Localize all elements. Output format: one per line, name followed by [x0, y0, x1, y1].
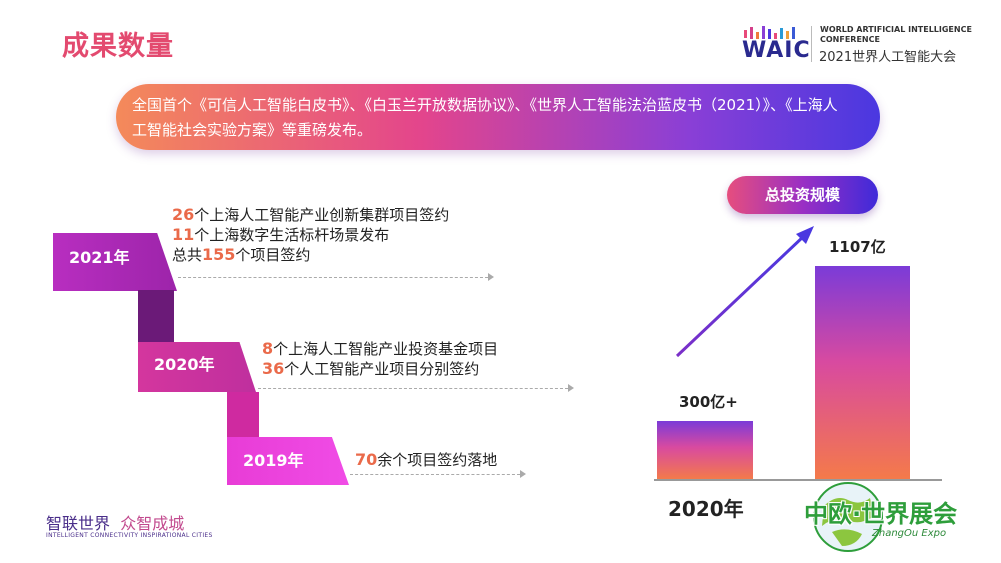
year-block-2021: 2021年 [53, 233, 177, 291]
bar-label-2020: 300亿+ [679, 393, 738, 411]
logo-divider [811, 26, 812, 62]
desc-2020: 8个上海人工智能产业投资基金项目 36个人工智能产业项目分别签约 [262, 339, 498, 379]
desc-2020-line1: 8个上海人工智能产业投资基金项目 [262, 339, 499, 358]
desc-2019: 70余个项目签约落地 [355, 450, 497, 470]
waic-logo-dots-icon [744, 26, 795, 39]
year-label-2019: 2019年 [243, 451, 304, 470]
year-label-2021: 2021年 [69, 248, 130, 267]
desc-2020-line2: 36个人工智能产业项目分别签约 [262, 359, 480, 378]
announcement-text: 全国首个《可信人工智能白皮书》、《白玉兰开放数据协议》、《世界人工智能法治蓝皮书… [132, 96, 838, 139]
bar-label-total: 1107亿 [829, 238, 886, 256]
desc-2021-line1: 26个上海人工智能产业创新集群项目签约 [172, 205, 450, 224]
desc-2021: 26个上海人工智能产业创新集群项目签约 11个上海数字生活标杆场景发布 总共15… [172, 205, 449, 265]
bar-2020 [657, 421, 753, 479]
logo-chinese: 2021世界人工智能大会 [819, 50, 957, 65]
waic-logo-word: WAIC [742, 38, 811, 63]
expo-logo-text: 中欧·世界展会 [804, 500, 958, 528]
arrow-2020-icon [568, 384, 574, 392]
desc-2021-line2: 11个上海数字生活标杆场景发布 [172, 225, 390, 244]
logo-english-line2: CONFERENCE [820, 35, 880, 44]
desc-2021-line3: 总共155个项目签约 [172, 245, 311, 264]
dashed-line-2019 [350, 474, 520, 475]
growth-arrow-icon [675, 226, 814, 358]
slogan: 智联世界 众智成城 [46, 514, 185, 533]
arrow-2021-icon [488, 273, 494, 281]
page-title: 成果数量 [62, 31, 174, 62]
timeline-connector-2 [227, 392, 259, 438]
chart-title-pill: 总投资规模 [727, 176, 878, 214]
x-category-label-2020: 2020年 [668, 497, 744, 521]
dashed-line-2021 [178, 277, 488, 278]
arrow-2019-icon [520, 470, 526, 478]
expo-logo-subtitle: ZhangOu Expo [872, 528, 947, 539]
globe-icon [813, 482, 883, 552]
announcement-banner [116, 84, 880, 150]
timeline-connector-1 [138, 290, 174, 347]
slogan-english: INTELLIGENT CONNECTIVITY INSPIRATIONAL C… [46, 532, 213, 539]
desc-2019-line1: 70余个项目签约落地 [355, 450, 498, 469]
year-block-2020: 2020年 [138, 342, 256, 392]
chart-baseline [654, 479, 942, 481]
bar-total [815, 266, 910, 479]
year-label-2020: 2020年 [154, 355, 215, 374]
dashed-line-2020 [258, 388, 568, 389]
logo-english-line1: WORLD ARTIFICIAL INTELLIGENCE [820, 25, 972, 34]
year-block-2019: 2019年 [227, 437, 349, 485]
